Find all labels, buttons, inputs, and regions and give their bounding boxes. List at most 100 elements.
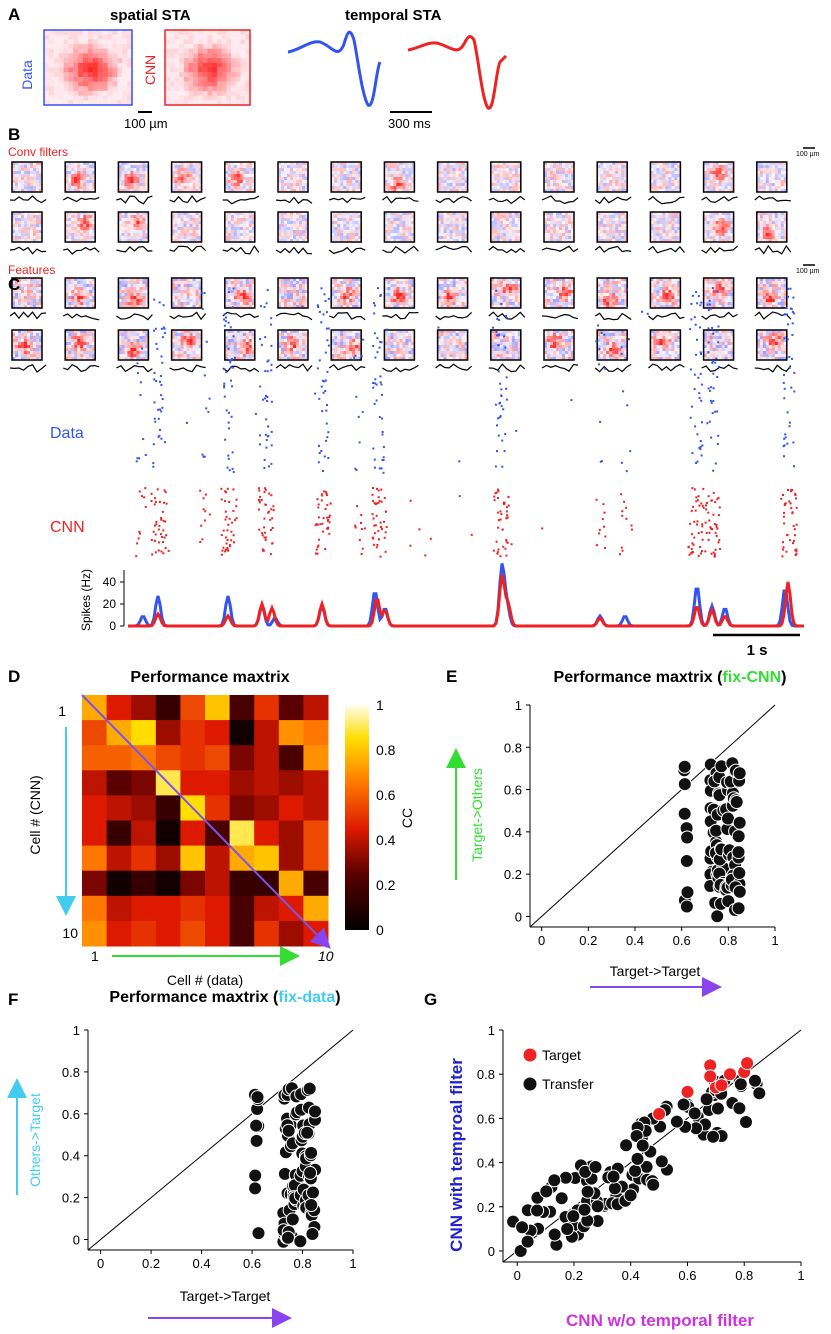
filter-pixel (727, 227, 731, 231)
filter-pixel (239, 305, 244, 309)
filter-pixel (774, 239, 779, 243)
filter-pixel (127, 287, 131, 291)
filter-pixel (609, 284, 613, 288)
sta-pixel (235, 72, 242, 78)
filter-pixel (721, 189, 725, 193)
filter-pixel (718, 230, 722, 234)
filter-pixel (198, 233, 202, 237)
sta-pixel (216, 62, 223, 69)
sta-pixel (221, 53, 227, 59)
filter-pixel (21, 168, 25, 172)
filter-pixel (331, 296, 335, 300)
filter-pixel (405, 212, 409, 216)
filter-pixel (86, 296, 90, 300)
sta-pixel (73, 62, 79, 69)
filter-pixel (446, 281, 450, 285)
filter-pixel (496, 293, 501, 297)
filter-pixel (127, 186, 131, 190)
filter-pixel (36, 299, 40, 303)
filter-pixel (718, 218, 722, 222)
filter-pixel (92, 302, 96, 306)
filter-pixel (296, 168, 300, 172)
sta-pixel (117, 62, 123, 69)
filter-pixel (724, 239, 728, 243)
filter-pixel (508, 287, 513, 291)
sta-pixel (68, 44, 74, 50)
filter-pixel (15, 281, 19, 285)
filter-pixel (709, 230, 713, 234)
filter-pixel (251, 287, 256, 291)
filter-pixel (493, 302, 498, 306)
filter-pixel (508, 290, 513, 294)
filter-pixel (402, 287, 406, 291)
filter-pixel (437, 239, 441, 243)
filter-pixel (662, 299, 666, 303)
filter-pixel (662, 177, 666, 181)
filter-pixel (659, 224, 663, 228)
filter-pixel (437, 281, 441, 285)
filter-pixel (299, 281, 303, 285)
sta-pixel (207, 81, 213, 87)
filter-pixel (774, 218, 779, 222)
filter-pixel (440, 186, 444, 190)
sta-pixel (202, 44, 209, 50)
filter-pixel (783, 177, 788, 181)
filter-pixel (650, 227, 654, 231)
sta-pixel (240, 86, 246, 92)
filter-pixel (142, 233, 146, 237)
filter-pixel (609, 215, 613, 219)
filter-pixel (302, 236, 306, 240)
sta-pixel (231, 72, 237, 78)
filter-pixel (609, 230, 613, 234)
filter-pixel (195, 278, 199, 282)
filter-pixel (239, 281, 244, 285)
filter-pixel (171, 296, 175, 300)
filter-pixel (346, 305, 350, 309)
filter-pixel (192, 221, 196, 225)
sta-pixel (127, 30, 133, 36)
filter-pixel (36, 233, 40, 237)
filter-pixel (337, 227, 341, 231)
sta-pixel (235, 95, 242, 101)
filter-pixel (287, 165, 291, 169)
filter-pixel (780, 177, 785, 181)
sta-pixel (63, 58, 70, 64)
filter-pixel (455, 293, 459, 297)
filter-pixel (624, 212, 628, 216)
filter-pixel (606, 227, 610, 231)
filter-pixel (86, 186, 90, 190)
filter-pixel (180, 230, 184, 234)
filter-pixel (68, 233, 72, 237)
filter-pixel (242, 221, 247, 225)
filter-pixel (505, 183, 510, 187)
filter-pixel (615, 293, 619, 297)
filter-pixel (718, 174, 722, 178)
filter-pixel (74, 296, 78, 300)
filter-pixel (718, 180, 722, 184)
sta-pixel (169, 81, 175, 87)
filter-pixel (127, 183, 131, 187)
filter-pixel (405, 215, 409, 219)
filter-pixel (293, 174, 297, 178)
filter-pixel (517, 168, 522, 172)
sta-pixel (193, 39, 199, 45)
sta-pixel (112, 86, 118, 92)
filter-pixel (618, 212, 622, 216)
filter-pixel (74, 302, 78, 306)
filter-pixel (517, 215, 522, 219)
filter-pixel (124, 183, 128, 187)
filter-pixel (287, 212, 291, 216)
filter-pixel (612, 186, 616, 190)
filter-pixel (281, 305, 285, 309)
filter-pixel (659, 305, 663, 309)
filter-pixel (490, 215, 495, 219)
filter-pixel (18, 290, 22, 294)
filter-pixel (227, 186, 232, 190)
sta-pixel (44, 58, 50, 64)
filter-pixel (384, 224, 388, 228)
filter-pixel (411, 227, 415, 231)
sta-pixel (122, 53, 128, 59)
filter-pixel (464, 212, 468, 216)
filter-pixel (65, 236, 69, 240)
filter-pixel (411, 305, 415, 309)
